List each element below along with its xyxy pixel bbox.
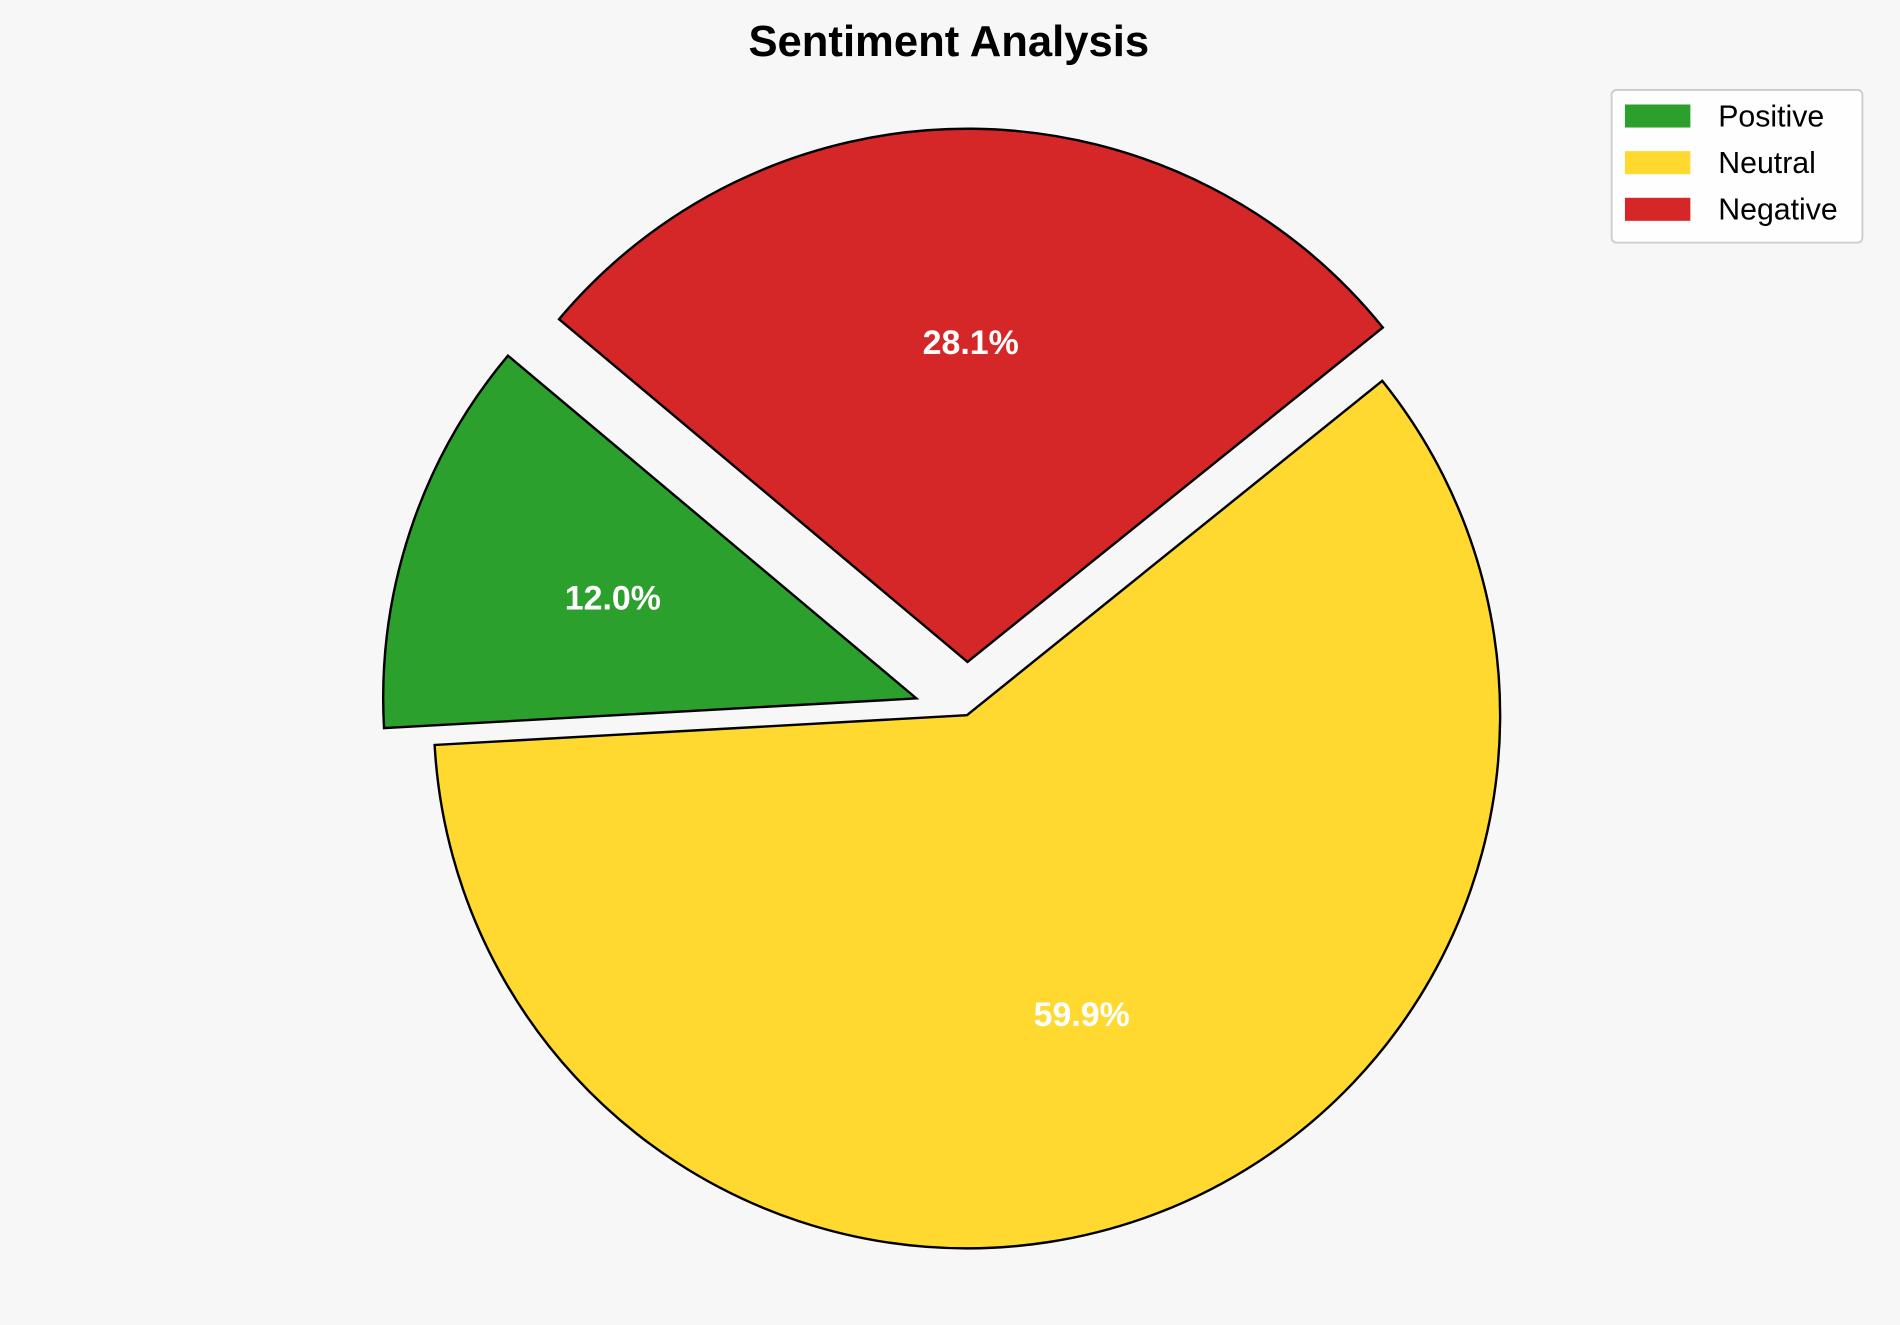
legend-label-positive: Positive bbox=[1718, 100, 1824, 133]
legend-label-negative: Negative bbox=[1718, 194, 1838, 227]
legend-swatch-positive bbox=[1624, 104, 1691, 128]
chart-title: Sentiment Analysis bbox=[748, 18, 1149, 66]
pie-slice-positive bbox=[382, 353, 920, 730]
slice-labels: 12.0% 59.9% 28.1% bbox=[565, 324, 1130, 1034]
pie-slice-negative bbox=[557, 127, 1385, 664]
legend-swatch-negative bbox=[1624, 197, 1691, 221]
pie-slice-neutral bbox=[433, 379, 1502, 1250]
slice-label-neutral: 59.9% bbox=[1034, 996, 1130, 1034]
legend: Positive Neutral Negative bbox=[1610, 89, 1864, 244]
legend-label-neutral: Neutral bbox=[1718, 147, 1816, 180]
legend-swatch-neutral bbox=[1624, 151, 1691, 175]
slice-label-positive: 12.0% bbox=[565, 580, 661, 618]
slice-label-negative: 28.1% bbox=[923, 324, 1019, 362]
slices bbox=[382, 127, 1502, 1250]
